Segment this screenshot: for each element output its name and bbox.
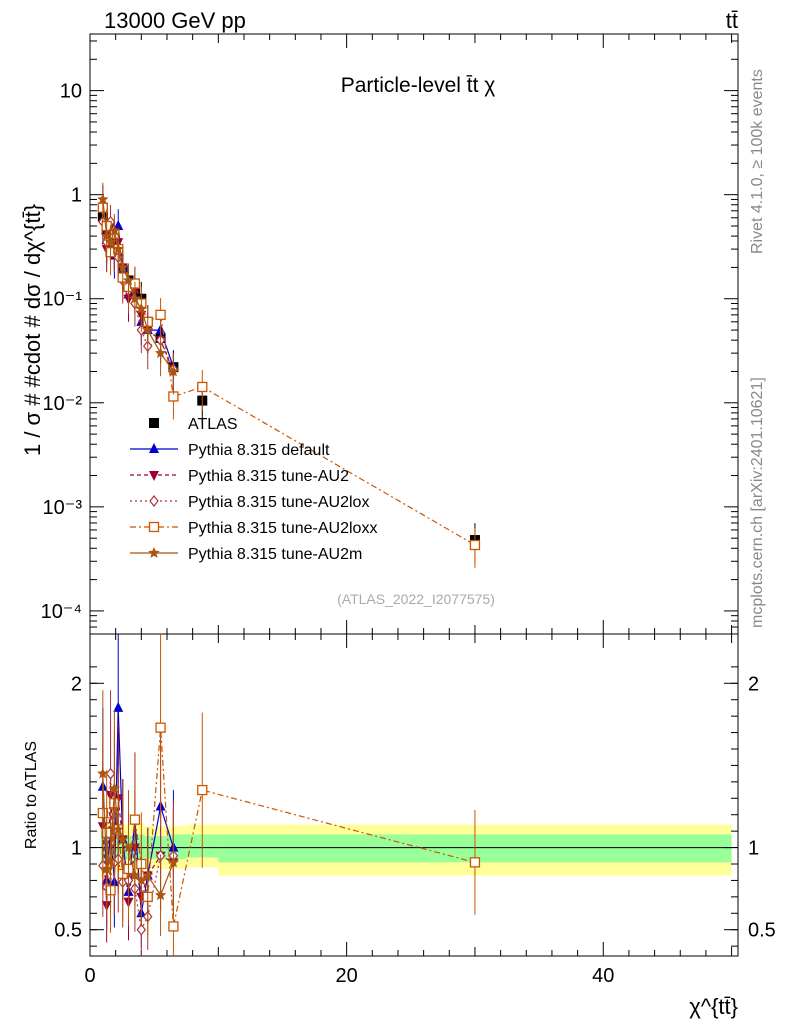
x-tick-label: 0: [84, 965, 95, 987]
data-point: [113, 220, 124, 231]
ratio-point: [101, 862, 113, 874]
ratio-point: [129, 814, 141, 825]
ratio-point: [105, 767, 116, 780]
main-title: Particle-level t̄t χ: [341, 74, 496, 97]
ratio-point: [469, 857, 481, 868]
x-axis-label: χ^{tt̄}: [689, 994, 738, 1019]
ratio-y-tick-label: 0.5: [54, 920, 82, 942]
ratio-y-tick-label-right: 2: [748, 673, 759, 695]
y-tick-label: 10: [60, 81, 82, 103]
ratio-y-tick-label: 2: [71, 673, 82, 695]
legend-marker: [148, 547, 160, 558]
ratio-series-line: [102, 727, 476, 927]
data-point: [122, 274, 135, 286]
data-point: [108, 224, 121, 236]
legend: ATLAS Pythia 8.315 default Pythia 8.315 tu…: [130, 416, 377, 563]
series-4: [97, 190, 481, 569]
data-point: [167, 365, 180, 377]
series-5: [97, 182, 180, 395]
ratio-point: [113, 701, 124, 712]
y-tick-label: 10⁻³: [43, 497, 83, 519]
legend-label: Pythia 8.315 default: [188, 442, 330, 459]
ratio-series-4: [97, 690, 180, 937]
legend-marker: [149, 443, 159, 453]
main-panel-frame: [89, 33, 739, 635]
data-point: [155, 309, 166, 321]
data-point: [197, 381, 208, 393]
legend-marker: [149, 471, 159, 481]
ratio-point: [129, 869, 141, 881]
ratio-point: [167, 856, 180, 868]
ratio-series-3: [97, 634, 481, 956]
ratio-panel: Ratio to ATLAS 2 2 1 1 0.5 0.5 0 20 40 χ^{tt̄}: [23, 633, 776, 1019]
ratio-y-axis-label: Ratio to ATLAS: [23, 741, 40, 849]
data-point: [154, 347, 167, 358]
ratio-point: [122, 841, 135, 853]
analysis-watermark: (ATLAS_2022_I2077575): [337, 591, 495, 607]
legend-marker: [149, 418, 159, 428]
ratio-point: [136, 923, 147, 936]
header-process-label: tt̄: [726, 8, 738, 33]
data-point: [469, 539, 481, 551]
legend-marker: [148, 521, 160, 533]
ratio-y-tick-label: 1: [71, 838, 82, 860]
ratio-point: [142, 869, 154, 881]
ratio-point: [155, 722, 166, 733]
legend-label: ATLAS: [188, 416, 238, 433]
x-tick-label: 20: [336, 965, 358, 987]
ratio-series-0: [97, 634, 179, 948]
y-tick-label: 10⁻²: [43, 393, 83, 415]
ratio-point: [197, 784, 208, 796]
rivet-version-label: Rivet 4.1.0, ≥ 100k events: [749, 69, 766, 254]
data-point: [97, 193, 109, 205]
data-point: [117, 261, 129, 273]
ratio-panel-frame: [89, 633, 739, 957]
main-panel: Particle-level t̄t χ (ATLAS_2022_I207757…: [20, 33, 739, 635]
legend-label: Pythia 8.315 tune-AU2: [188, 468, 349, 485]
y-tick-label: 1: [71, 185, 82, 207]
data-point: [101, 230, 113, 241]
ratio-point: [112, 823, 124, 835]
header-energy-label: 13000 GeV pp: [104, 8, 246, 33]
data-point: [135, 302, 147, 314]
ratio-point: [108, 782, 121, 794]
legend-label: Pythia 8.315 tune-AU2loxx: [188, 520, 377, 537]
legend-marker: [149, 495, 159, 507]
ratio-point: [104, 854, 117, 866]
x-tick-label: 40: [592, 965, 614, 987]
data-point: [142, 324, 154, 335]
y-tick-label: 10⁻¹: [43, 289, 83, 311]
ratio-y-tick-label-right: 0.5: [748, 920, 776, 942]
ratio-point: [117, 833, 129, 845]
data-point: [112, 243, 124, 254]
ratio-point: [168, 921, 179, 932]
main-y-axis-label: 1 / σ # #cdot # dσ / dχ^{tt̄}: [20, 204, 45, 456]
ratio-point: [97, 767, 109, 779]
data-point: [104, 236, 117, 247]
ratio-y-tick-label-right: 1: [748, 838, 759, 860]
ratio-point: [154, 889, 167, 901]
mcplots-label: mcplots.cern.ch [arXiv:2401.10621]: [749, 377, 766, 628]
ratio-point: [135, 874, 147, 886]
legend-label: Pythia 8.315 tune-AU2lox: [188, 494, 369, 511]
data-point: [129, 292, 141, 304]
y-tick-label: 10⁻⁴: [41, 601, 82, 623]
legend-label: Pythia 8.315 tune-AU2m: [188, 546, 362, 563]
